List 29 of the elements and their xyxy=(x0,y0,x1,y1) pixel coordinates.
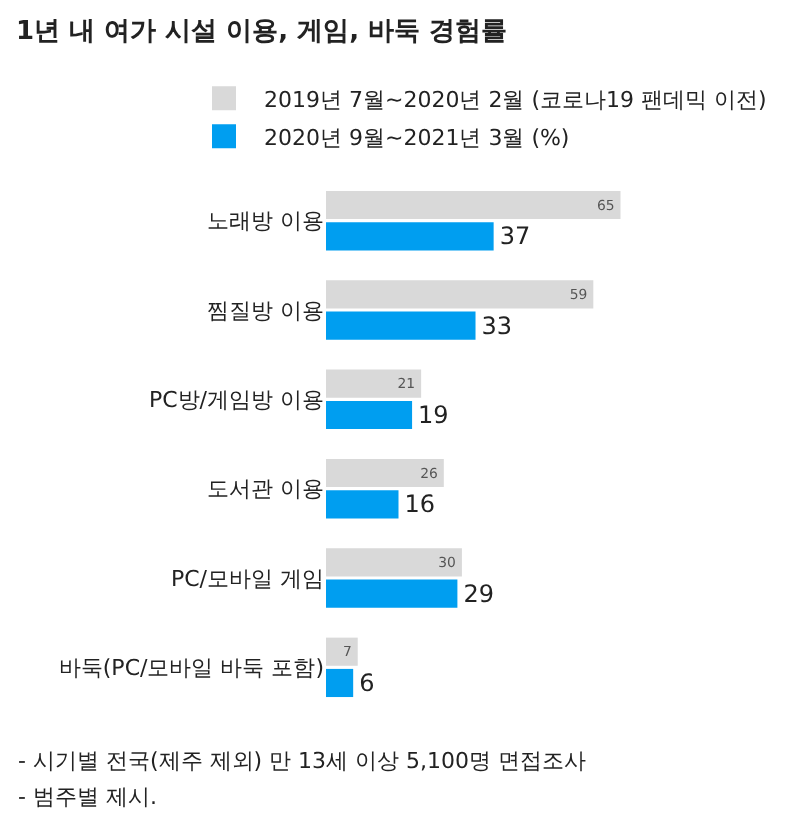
bar xyxy=(326,579,458,608)
bar xyxy=(326,311,476,340)
data-label: 19 xyxy=(418,400,449,429)
bar xyxy=(326,280,594,309)
bar xyxy=(326,222,494,251)
bar xyxy=(326,548,462,577)
data-label: 33 xyxy=(481,311,513,340)
legend-label: 2020년 9월~2021년 3월 (%) xyxy=(264,124,570,151)
y-tick-label: 노래방 이용 xyxy=(207,208,324,235)
data-label: 29 xyxy=(463,579,494,608)
data-label: 6 xyxy=(359,668,375,697)
bar xyxy=(326,400,413,430)
bar xyxy=(326,190,621,220)
bar xyxy=(326,490,399,519)
y-tick-label: 바둑(PC/모바일 바둑 포함) xyxy=(58,655,324,682)
y-tick-label: 찜질방 이용 xyxy=(207,297,324,324)
bar xyxy=(326,637,358,666)
bar xyxy=(326,458,444,488)
data-label: 37 xyxy=(499,222,531,251)
chart-title: 1년 내 여가 시설 이용, 게임, 바둑 경험률 xyxy=(16,17,508,48)
data-label: 16 xyxy=(404,490,436,519)
text: - 시기별 전국(제주 제외) 만 13세 이상 5,100명 면접조사 xyxy=(18,748,587,774)
y-tick-label: PC/모바일 게임 xyxy=(170,565,324,592)
bar xyxy=(326,668,354,698)
bar xyxy=(326,369,422,398)
legend-label: 2019년 7월~2020년 2월 (코로나19 팬데믹 이전) xyxy=(264,86,767,113)
y-tick-label: PC방/게임방 이용 xyxy=(148,387,324,414)
y-tick-label: 도서관 이용 xyxy=(207,476,324,503)
text: - 범주별 제시. xyxy=(18,784,157,810)
